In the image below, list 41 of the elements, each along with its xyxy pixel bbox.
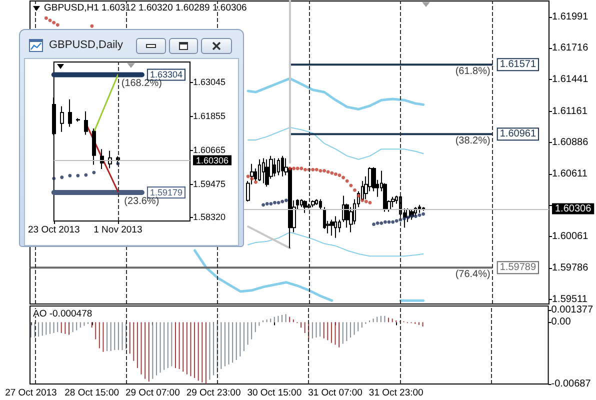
annotation: (168.2%)	[121, 78, 162, 90]
y-tick-label: 0.001377	[551, 304, 594, 316]
x-tick-label: 29 Oct 23:00	[186, 388, 241, 398]
chart-title: GBPUSD,H1 1.60312 1.60320 1.60289 1.60306	[44, 2, 247, 14]
data-label: 1.59179	[150, 187, 183, 198]
chart-title: AO -0.000478	[33, 308, 92, 320]
y-tick-label: 1.59475	[193, 179, 226, 190]
annotation: (61.8%)	[455, 66, 490, 78]
ref-line-label: 1.60306	[555, 203, 592, 214]
y-tick-label: 1.61855	[193, 111, 226, 122]
y-tick-label: 1.58320	[193, 212, 226, 222]
annotation: (76.4%)	[455, 269, 490, 280]
data-label: 1.60961	[500, 128, 536, 140]
x-tick-label: 31 Oct 07:00	[308, 388, 362, 398]
y-tick-label: 1.61991	[552, 11, 589, 22]
data-label: 1.59789	[500, 262, 536, 274]
x-tick-label: 31 Oct 23:00	[368, 388, 424, 398]
y-tick-label: 1.61716	[552, 42, 589, 54]
x-tick-label: 27 Oct 2013	[5, 388, 57, 398]
annotation: (38.2%)	[455, 136, 490, 147]
y-tick-label: 1.63045	[193, 77, 226, 88]
y-tick-label: 1.61441	[552, 74, 589, 85]
data-label: 1.61571	[500, 59, 536, 70]
y-tick-label: 1.60611	[552, 168, 588, 180]
y-tick-label: 1.59511	[552, 294, 588, 305]
y-tick-label: 1.59786	[552, 262, 589, 274]
ref-line-label: 1.60306	[196, 155, 229, 166]
x-tick-label: 28 Oct 15:00	[64, 388, 120, 398]
chart-title: GBPUSD,Daily	[49, 38, 123, 52]
y-tick-label: 1.60886	[552, 137, 589, 148]
x-tick-label: 30 Oct 15:00	[247, 388, 302, 398]
y-tick-label: 1.60665	[193, 145, 226, 156]
y-tick-label: 1.60061	[552, 231, 589, 242]
x-tick-label: 29 Oct 07:00	[125, 388, 180, 398]
x-tick-label: 1 Nov 2013	[94, 224, 142, 236]
data-label: 1.63304	[150, 70, 183, 80]
annotation: (23.6%)	[124, 196, 160, 207]
x-tick-label: 23 Oct 2013	[28, 224, 80, 236]
y-tick-label: 1.61161	[552, 106, 588, 117]
y-tick-label: 0.00	[551, 316, 572, 328]
y-tick-label: -0.00687	[551, 378, 592, 390]
